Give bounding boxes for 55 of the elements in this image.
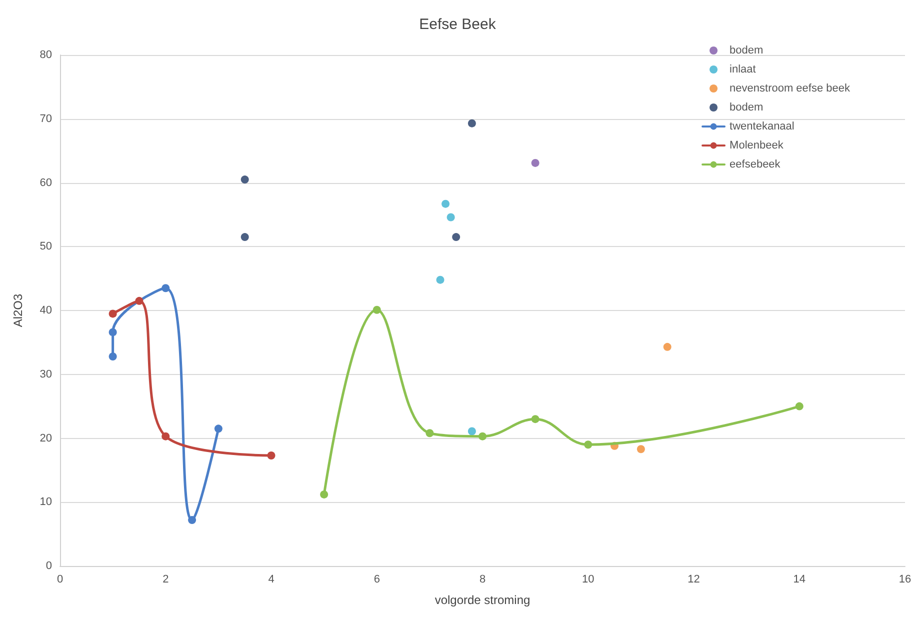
y-tick-label: 0 xyxy=(46,560,52,572)
point xyxy=(452,233,460,242)
point xyxy=(267,452,276,460)
legend-label: bodem xyxy=(730,44,764,56)
point xyxy=(442,200,450,208)
point xyxy=(162,432,170,440)
point xyxy=(663,342,672,351)
point xyxy=(436,276,444,284)
legend-label: Molenbeek xyxy=(730,140,784,152)
x-tick-label: 16 xyxy=(898,574,912,586)
chart-title: Eefse Beek xyxy=(419,16,496,33)
point xyxy=(426,429,434,438)
point xyxy=(108,352,117,360)
point xyxy=(188,516,196,524)
point xyxy=(372,306,381,314)
y-tick-label: 10 xyxy=(40,496,52,508)
point xyxy=(478,432,486,440)
y-tick-label: 70 xyxy=(40,112,52,125)
point xyxy=(468,119,476,128)
point xyxy=(531,158,540,167)
point xyxy=(795,402,804,410)
y-tick-label: 60 xyxy=(40,176,52,189)
point xyxy=(108,310,117,318)
legend-label: eefsebeek xyxy=(730,158,781,170)
point xyxy=(135,296,144,305)
legend-label: bodem xyxy=(730,102,764,114)
point xyxy=(162,284,170,292)
y-tick-label: 20 xyxy=(40,432,52,444)
legend-label: twentekanaal xyxy=(730,120,794,132)
point xyxy=(214,424,222,433)
point xyxy=(446,213,455,222)
point xyxy=(240,176,249,184)
point xyxy=(468,427,476,436)
legend-label: inlaat xyxy=(730,64,756,76)
y-tick-label: 50 xyxy=(40,240,52,253)
x-tick-label: 12 xyxy=(688,574,700,586)
point xyxy=(636,445,645,454)
x-tick-label: 2 xyxy=(162,574,169,586)
x-tick-label: 6 xyxy=(374,574,380,586)
point xyxy=(531,415,540,424)
point xyxy=(108,328,117,336)
x-tick-label: 8 xyxy=(479,574,486,586)
x-tick-label: 10 xyxy=(582,574,594,586)
point xyxy=(320,490,328,498)
x-tick-label: 14 xyxy=(793,574,806,586)
y-axis-title: Al2O3 xyxy=(11,294,25,328)
point xyxy=(584,440,592,449)
y-tick-label: 40 xyxy=(40,304,52,316)
x-tick-label: 0 xyxy=(56,574,64,586)
legend-label: nevenstroom eefse beek xyxy=(730,82,850,94)
x-tick-label: 4 xyxy=(268,574,274,586)
y-tick-label: 80 xyxy=(40,49,52,61)
x-axis-title: volgorde stroming xyxy=(434,593,530,607)
y-tick-label: 30 xyxy=(40,368,52,380)
point xyxy=(240,233,249,242)
